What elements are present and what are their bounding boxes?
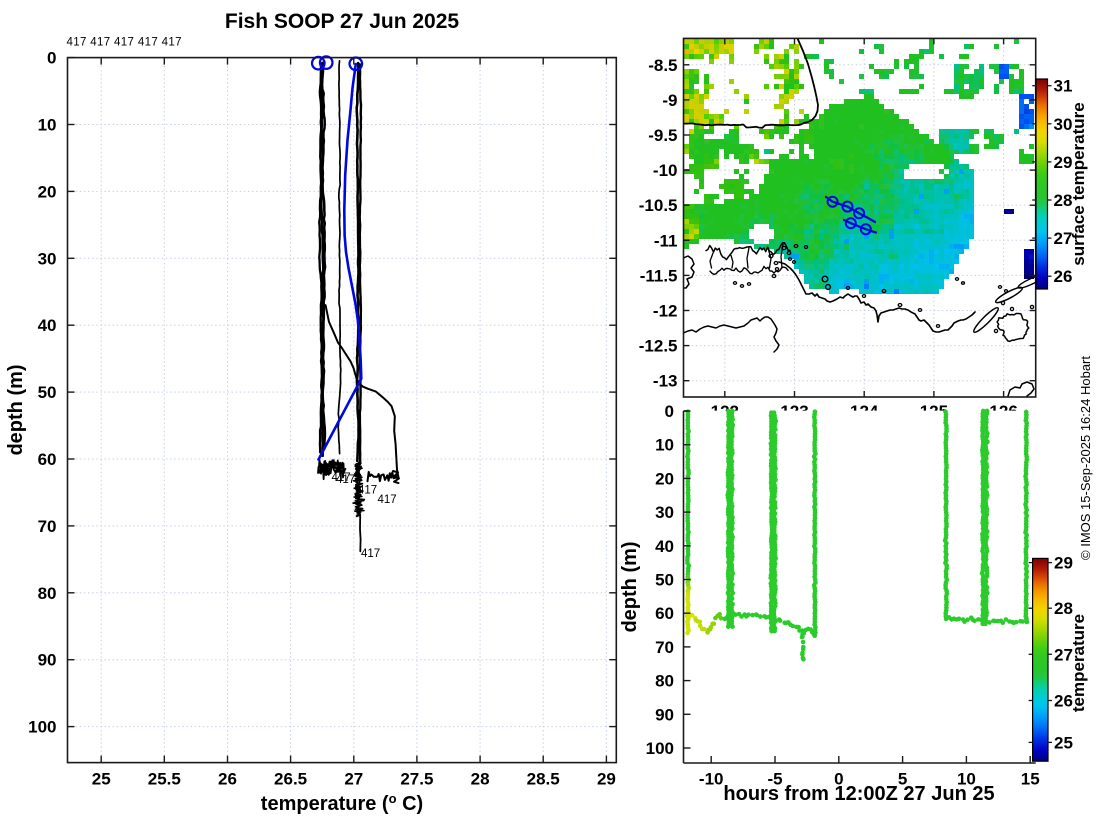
svg-text:60: 60 <box>38 450 57 469</box>
svg-text:31: 31 <box>1054 77 1073 96</box>
svg-text:29: 29 <box>597 770 616 789</box>
svg-text:-10: -10 <box>653 161 678 180</box>
svg-text:26: 26 <box>1054 692 1073 711</box>
svg-text:27: 27 <box>1054 645 1073 664</box>
svg-text:-11: -11 <box>654 231 678 250</box>
svg-text:60: 60 <box>655 604 674 623</box>
svg-text:-9.5: -9.5 <box>648 126 677 145</box>
svg-text:30: 30 <box>655 503 674 522</box>
svg-text:26: 26 <box>218 770 237 789</box>
svg-text:417: 417 <box>378 494 397 506</box>
svg-text:100: 100 <box>28 718 56 737</box>
svg-text:20: 20 <box>655 469 674 488</box>
svg-text:-13: -13 <box>653 372 678 391</box>
svg-text:126: 126 <box>989 402 1017 421</box>
svg-text:Fish SOOP 27 Jun 2025: Fish SOOP 27 Jun 2025 <box>225 10 460 33</box>
svg-text:15: 15 <box>1021 770 1040 789</box>
svg-text:417: 417 <box>361 548 380 560</box>
svg-text:surface temperature: surface temperature <box>1069 102 1088 265</box>
svg-text:70: 70 <box>655 638 674 657</box>
svg-text:40: 40 <box>38 316 57 335</box>
svg-text:0: 0 <box>665 402 674 421</box>
svg-text:122: 122 <box>711 402 739 421</box>
svg-text:30: 30 <box>38 249 57 268</box>
svg-text:417: 417 <box>336 474 355 486</box>
svg-text:124: 124 <box>850 402 879 421</box>
svg-text:10: 10 <box>38 116 57 135</box>
svg-text:25: 25 <box>1054 733 1073 752</box>
svg-text:417: 417 <box>358 485 377 497</box>
svg-text:28: 28 <box>471 770 490 789</box>
svg-text:27: 27 <box>344 770 363 789</box>
svg-text:-10: -10 <box>699 770 724 789</box>
svg-text:25: 25 <box>92 770 111 789</box>
svg-text:28: 28 <box>1054 191 1073 210</box>
svg-text:50: 50 <box>38 383 57 402</box>
svg-text:29: 29 <box>1054 153 1073 172</box>
svg-text:417 417 417 417 417: 417 417 417 417 417 <box>67 37 182 49</box>
svg-text:27: 27 <box>1054 229 1073 248</box>
svg-text:25.5: 25.5 <box>148 770 181 789</box>
svg-text:26: 26 <box>1054 267 1073 286</box>
svg-text:temperature: temperature <box>1069 614 1088 712</box>
svg-text:-12: -12 <box>653 302 678 321</box>
svg-text:29: 29 <box>1054 554 1073 573</box>
svg-text:-5: -5 <box>767 770 782 789</box>
svg-text:28.5: 28.5 <box>527 770 560 789</box>
svg-text:0: 0 <box>47 49 56 68</box>
svg-text:10: 10 <box>655 436 674 455</box>
svg-text:30: 30 <box>1054 115 1073 134</box>
svg-text:0: 0 <box>834 770 843 789</box>
svg-text:20: 20 <box>38 182 57 201</box>
svg-text:-9: -9 <box>662 91 677 110</box>
svg-text:10: 10 <box>957 770 976 789</box>
svg-text:90: 90 <box>655 705 674 724</box>
svg-text:-8.5: -8.5 <box>648 56 677 75</box>
svg-text:100: 100 <box>646 739 674 758</box>
svg-text:80: 80 <box>38 584 57 603</box>
svg-text:temperature (o C): temperature (o C) <box>261 791 423 815</box>
svg-text:5: 5 <box>898 770 907 789</box>
svg-text:417: 417 <box>332 472 351 484</box>
svg-text:50: 50 <box>655 571 674 590</box>
svg-text:-11.5: -11.5 <box>640 266 678 285</box>
svg-text:-10.5: -10.5 <box>639 196 678 215</box>
svg-text:26.5: 26.5 <box>274 770 307 789</box>
svg-text:© IMOS 15-Sep-2025 16:24 Hobar: © IMOS 15-Sep-2025 16:24 Hobart <box>1078 356 1093 560</box>
svg-text:125: 125 <box>920 402 948 421</box>
svg-text:depth (m): depth (m) <box>5 364 27 455</box>
svg-text:27.5: 27.5 <box>400 770 433 789</box>
svg-text:hours from 12:00Z 27 Jun 25: hours from 12:00Z 27 Jun 25 <box>723 783 994 805</box>
svg-text:28: 28 <box>1054 599 1073 618</box>
svg-text:depth (m): depth (m) <box>619 541 641 632</box>
svg-text:-12.5: -12.5 <box>639 337 678 356</box>
svg-text:90: 90 <box>38 651 57 670</box>
svg-text:80: 80 <box>655 672 674 691</box>
svg-text:123: 123 <box>780 402 808 421</box>
svg-text:40: 40 <box>655 537 674 556</box>
svg-text:70: 70 <box>38 517 57 536</box>
